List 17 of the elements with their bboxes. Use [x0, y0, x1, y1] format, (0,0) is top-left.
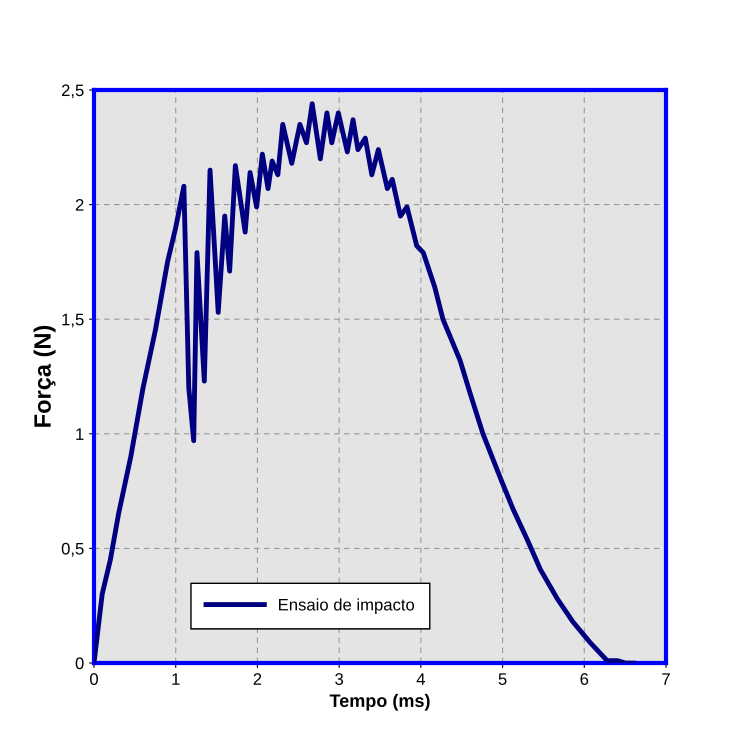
x-tick-label: 0	[90, 673, 98, 685]
y-tick-label: 1,5	[62, 314, 84, 328]
x-tick-label: 6	[580, 673, 588, 685]
x-tick-label: 4	[416, 673, 426, 685]
y-tick-label: 1	[76, 428, 84, 440]
x-tick-label: 5	[498, 673, 507, 685]
y-tick-label: 2	[76, 199, 84, 211]
legend-label: Ensaio de impacto	[279, 598, 414, 614]
x-tick-label: 3	[335, 673, 344, 685]
y-axis-title: Força (N)	[34, 326, 56, 427]
x-tick-label: 7	[662, 673, 670, 685]
x-tick-label: 1	[172, 673, 180, 685]
x-tick-label: 2	[254, 673, 262, 685]
y-tick-label: 0,5	[62, 542, 84, 557]
y-tick-label: 2,5	[62, 84, 84, 98]
y-tick-label: 0	[76, 657, 84, 670]
x-axis-title: Tempo (ms)	[330, 694, 430, 711]
